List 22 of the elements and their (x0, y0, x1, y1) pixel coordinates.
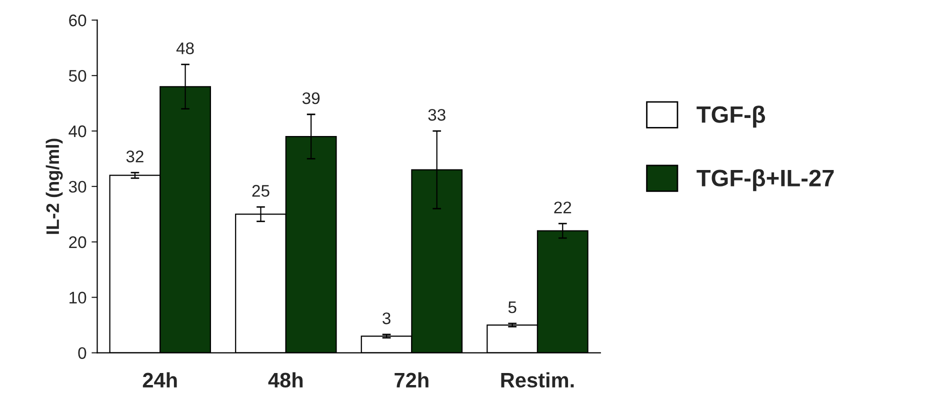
data-label: 5 (508, 302, 516, 314)
data-label: 22 (554, 202, 572, 214)
y-axis-title: IL-2 (ng/ml) (46, 138, 63, 234)
legend-label: TGF-β+IL-27 (696, 169, 834, 192)
x-tick-label: 48h (268, 372, 303, 388)
data-label: 3 (382, 312, 390, 324)
y-tick-label: 10 (70, 292, 86, 304)
x-tick-label: Restim. (501, 372, 574, 388)
y-tick-label: 50 (68, 70, 86, 82)
data-label: 25 (252, 184, 270, 197)
y-tick-label: 0 (78, 347, 86, 359)
x-tick-label: 72h (394, 372, 428, 388)
legend-label: TGF-β (696, 106, 766, 128)
y-tick-label: 20 (69, 236, 86, 248)
x-tick-label: 24h (142, 372, 177, 388)
data-label: 48 (176, 42, 194, 54)
y-tick-label: 30 (68, 180, 86, 193)
y-tick-label: 60 (69, 14, 86, 26)
data-label: 39 (302, 92, 320, 104)
data-label: 32 (126, 150, 144, 162)
data-label: 33 (428, 108, 446, 121)
y-tick-label: 40 (68, 125, 86, 138)
